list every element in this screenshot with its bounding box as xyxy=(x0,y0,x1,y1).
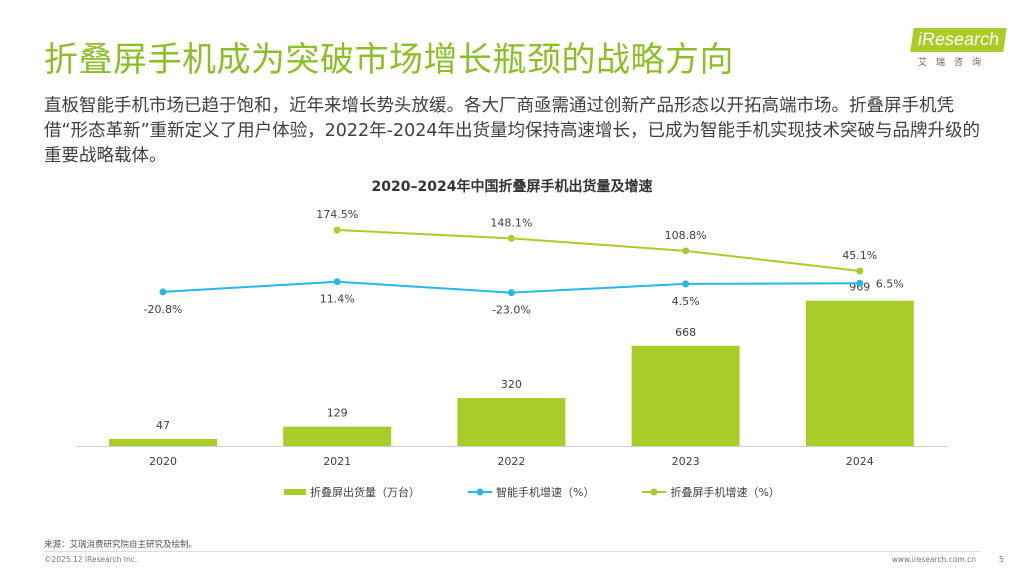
line-data-label: 4.5% xyxy=(672,295,700,308)
line-data-label: 148.1% xyxy=(490,216,532,229)
x-tick-label: 2024 xyxy=(846,455,874,468)
chart-title: 2020–2024年中国折叠屏手机出货量及增速 xyxy=(371,179,653,195)
line-point xyxy=(856,279,864,287)
line-point xyxy=(159,288,167,296)
copyright: ©2025.12 iResearch Inc. xyxy=(44,555,138,564)
bar-data-label: 320 xyxy=(501,378,522,391)
bar xyxy=(631,345,740,446)
foldable-growth-line xyxy=(337,229,860,273)
line-data-label: 108.8% xyxy=(665,229,707,242)
page-title: 折叠屏手机成为突破市场增长瓶颈的战略方向 xyxy=(44,40,734,80)
line-data-label: -20.8% xyxy=(144,303,183,316)
line-point xyxy=(682,280,690,288)
x-tick-label: 2021 xyxy=(323,455,351,468)
legend-item-shipments: 折叠屏出货量（万台） xyxy=(284,484,420,500)
chart-legend: 折叠屏出货量（万台） 智能手机增速（%） 折叠屏手机增速（%） xyxy=(284,484,780,500)
line-point xyxy=(507,289,515,297)
bar-data-label: 129 xyxy=(327,407,348,420)
line-data-label: 45.1% xyxy=(842,249,877,262)
x-tick-label: 2020 xyxy=(149,455,177,468)
legend-item-smartphone-growth: 智能手机增速（%） xyxy=(468,484,594,500)
line-point xyxy=(333,278,341,286)
line-data-label: 11.4% xyxy=(320,293,355,306)
line-data-label: 174.5% xyxy=(316,208,358,221)
page-number: 5 xyxy=(998,555,1004,564)
iresearch-logo: iResearch 艾瑞咨询 xyxy=(910,28,1007,68)
legend-label: 智能手机增速（%） xyxy=(496,486,595,499)
page-subtitle: 直板智能手机市场已趋于饱和，近年来增长势头放缓。各大厂商亟需通过创新产品形态以开… xyxy=(44,96,981,166)
line-data-label: 6.5% xyxy=(876,277,904,290)
line-data-label: -23.0% xyxy=(492,304,531,317)
line-point xyxy=(856,267,864,275)
footer-divider xyxy=(44,551,980,552)
line-point xyxy=(333,226,341,234)
line-point xyxy=(507,234,515,242)
x-tick-label: 2022 xyxy=(497,455,525,468)
website-link[interactable]: www.iresearch.com.cn xyxy=(891,555,976,564)
bar-data-label: 47 xyxy=(156,419,170,432)
x-tick-label: 2023 xyxy=(672,455,700,468)
source-note: 来源：艾瑞消费研究院自主研究及绘制。 xyxy=(44,540,198,550)
bar xyxy=(805,300,914,446)
legend-label: 折叠屏出货量（万台） xyxy=(310,486,420,499)
legend-label: 折叠屏手机增速（%） xyxy=(670,486,780,499)
logo-subtext: 艾瑞咨询 xyxy=(918,58,991,68)
legend-item-foldable-growth: 折叠屏手机增速（%） xyxy=(642,484,780,500)
bar xyxy=(283,426,392,446)
bar xyxy=(457,398,566,446)
bar-data-label: 668 xyxy=(675,326,696,339)
bar xyxy=(109,438,217,446)
line-point xyxy=(682,247,690,255)
